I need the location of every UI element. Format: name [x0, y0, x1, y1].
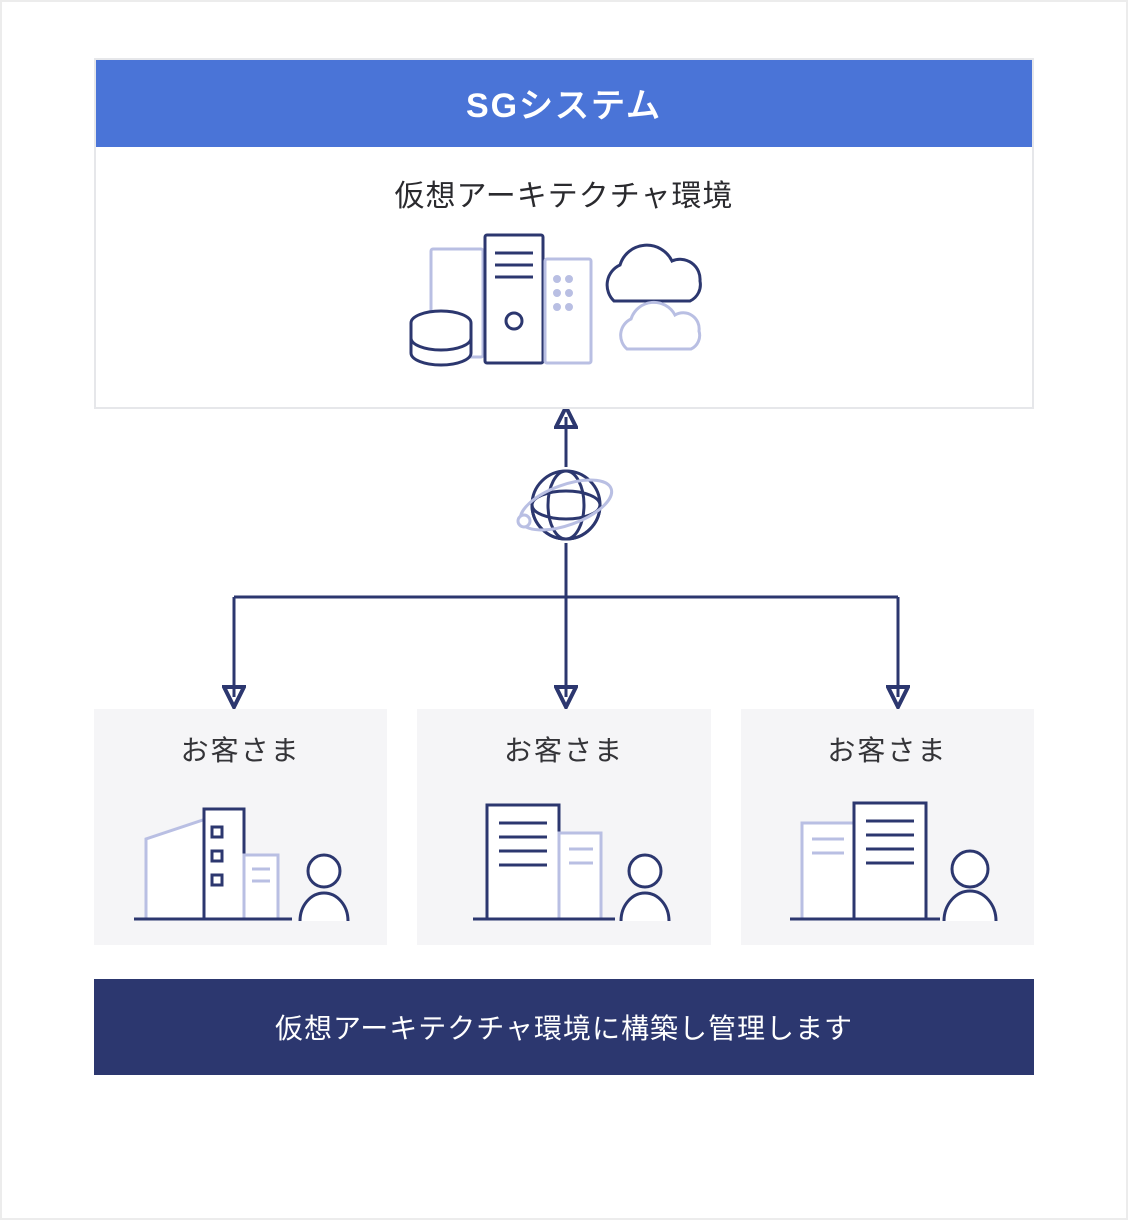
diagram-canvas: SGシステム 仮想アーキテクチャ環境: [0, 0, 1128, 1220]
footer-caption: 仮想アーキテクチャ環境に構築し管理します: [94, 979, 1034, 1075]
customer-box-2: お客さま: [417, 709, 710, 945]
office-person-icon: [762, 779, 1012, 929]
server-cloud-icon-group: [96, 223, 1032, 407]
sg-system-header: SGシステム: [96, 60, 1032, 147]
customer-label: お客さま: [106, 729, 375, 769]
datacenter-icon: [399, 231, 729, 381]
customer-box-3: お客さま: [741, 709, 1034, 945]
sg-system-box: SGシステム 仮想アーキテクチャ環境: [94, 58, 1034, 409]
customer-label: お客さま: [753, 729, 1022, 769]
customer-label: お客さま: [429, 729, 698, 769]
buildings-person-icon: [116, 779, 366, 929]
virtual-env-label: 仮想アーキテクチャ環境: [96, 147, 1032, 223]
branch-arrows-icon: [94, 409, 1038, 709]
network-branch-area: [94, 409, 1034, 709]
customer-box-1: お客さま: [94, 709, 387, 945]
customers-row: お客さま: [94, 709, 1034, 945]
office-person-icon: [439, 779, 689, 929]
